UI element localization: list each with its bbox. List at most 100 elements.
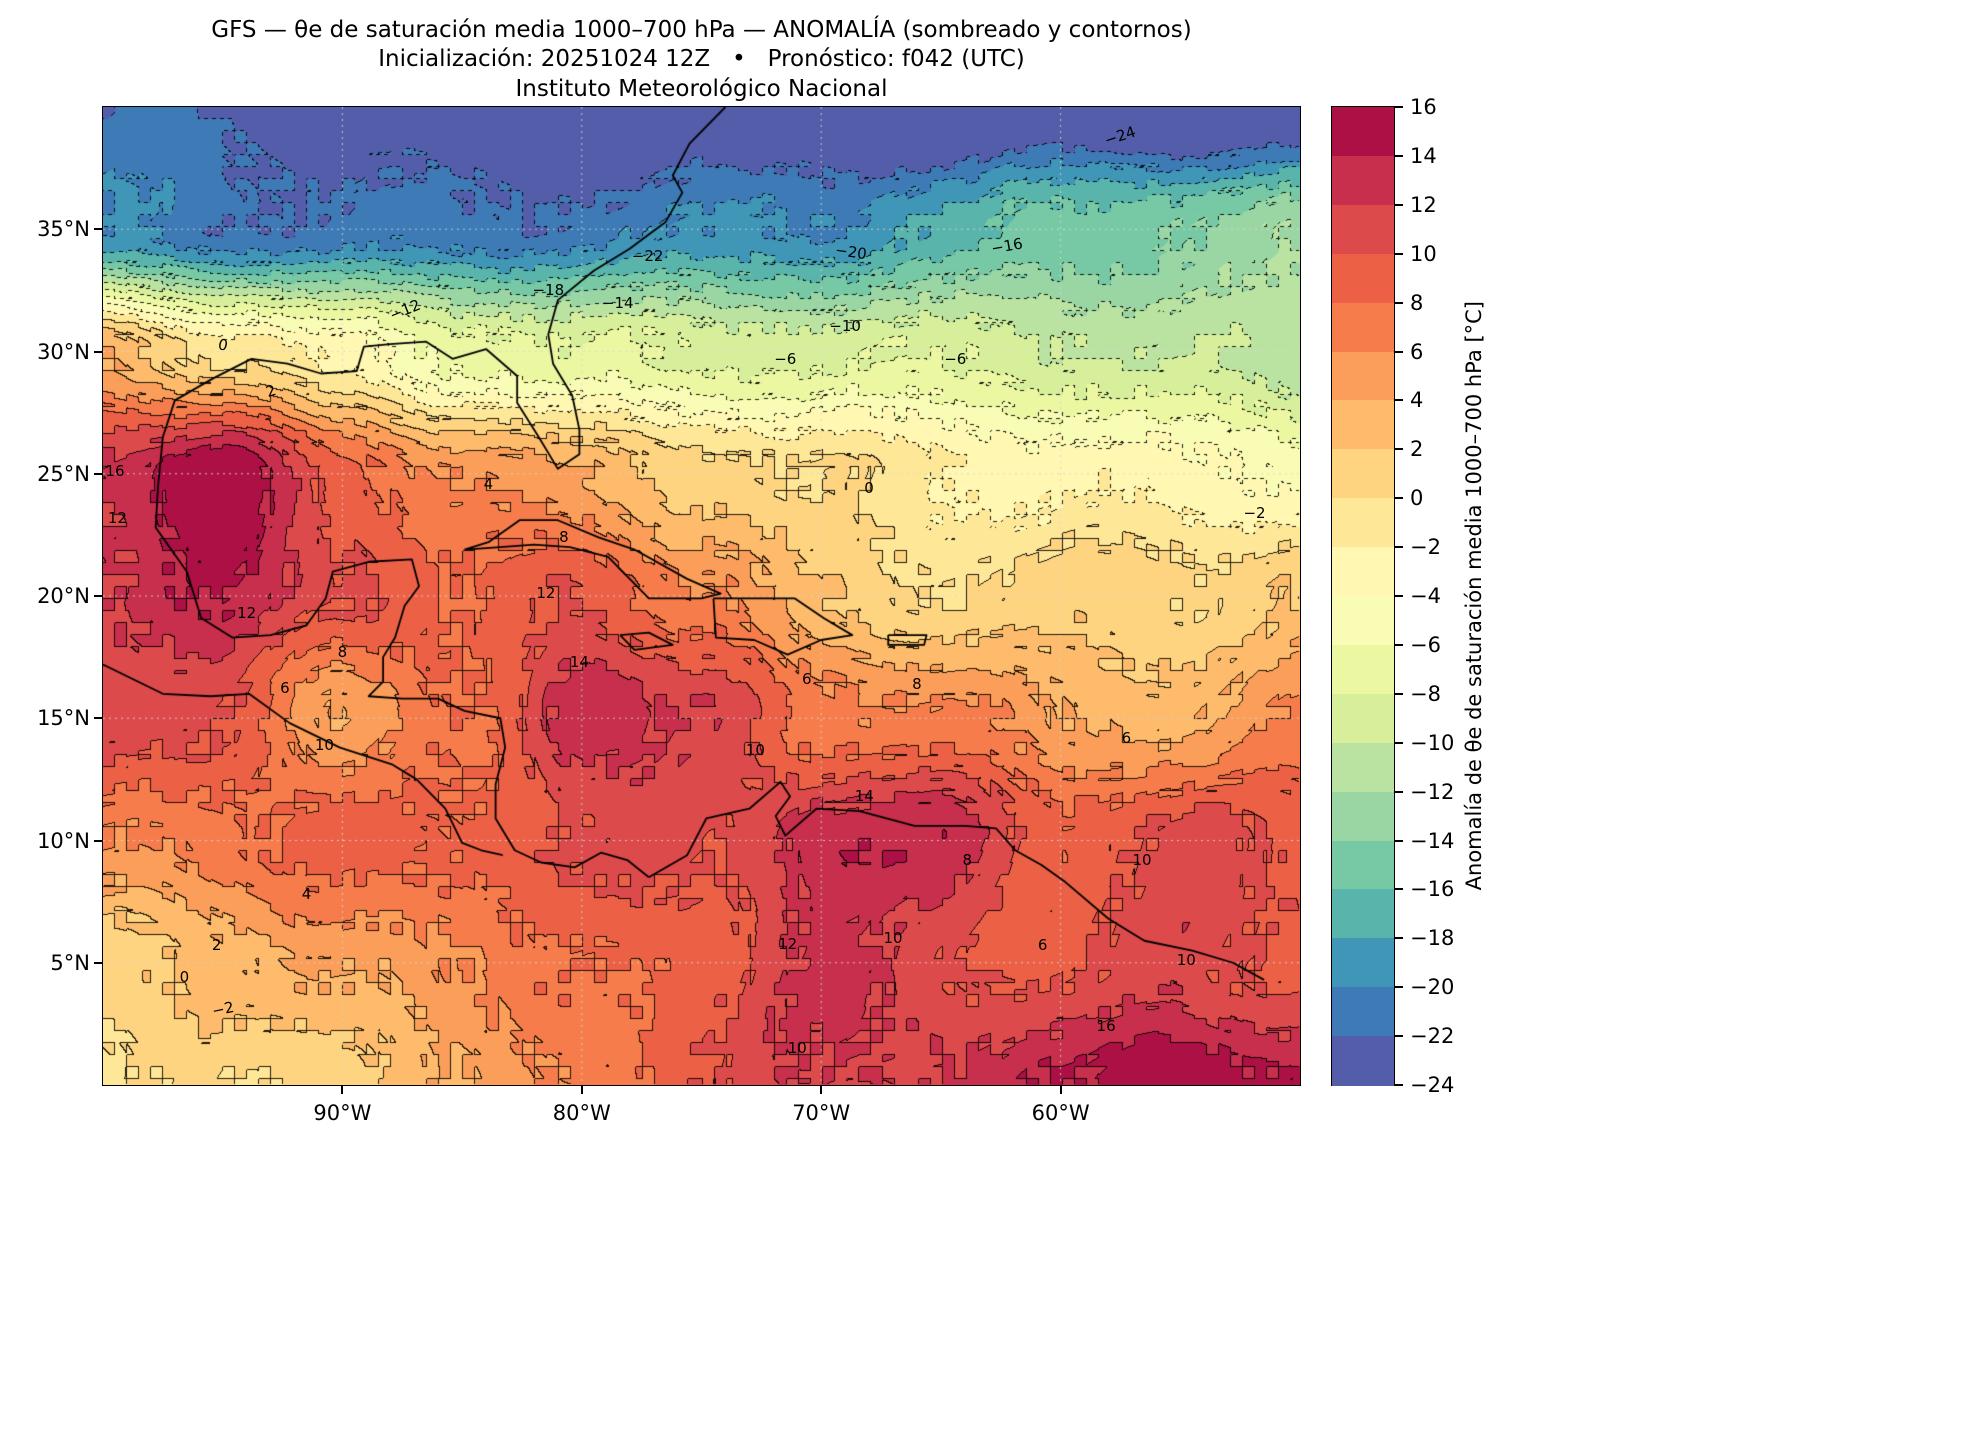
colorbar-segment — [1332, 791, 1394, 842]
colorbar-tick — [1394, 986, 1403, 989]
colorbar-tick-label: −24 — [1410, 1073, 1455, 1097]
colorbar-segment — [1332, 253, 1394, 304]
x-tick-label: 90°W — [313, 1101, 372, 1125]
contour-label: 0 — [864, 479, 874, 498]
contour-label: 8 — [559, 528, 569, 547]
colorbar-segment — [1332, 840, 1394, 890]
y-tick — [94, 595, 103, 597]
contour-label: 16 — [105, 461, 125, 480]
colorbar-segment — [1332, 938, 1394, 988]
colorbar-tick — [1394, 839, 1403, 842]
colorbar-tick — [1394, 497, 1403, 500]
contour-label: 6 — [1037, 936, 1048, 955]
y-tick-label: 20°N — [37, 584, 90, 608]
contour-label: 2 — [211, 936, 222, 955]
colorbar-tick — [1394, 546, 1403, 549]
contour-label: 10 — [314, 735, 334, 754]
x-tick-label: 70°W — [792, 1101, 851, 1125]
y-tick-label: 25°N — [37, 461, 90, 486]
x-tick-label: 80°W — [552, 1101, 611, 1125]
colorbar-segment — [1332, 1036, 1394, 1086]
contour-label: −6 — [774, 350, 797, 369]
contour-label: −6 — [944, 350, 967, 369]
contour-label: 10 — [787, 1038, 807, 1057]
contour-label: 0 — [179, 968, 190, 987]
colorbar-segment — [1332, 889, 1394, 939]
colorbar-tick-label: 8 — [1410, 290, 1424, 315]
contour-label: 14 — [569, 652, 589, 671]
colorbar-segment — [1332, 155, 1394, 206]
colorbar-segment — [1332, 204, 1394, 255]
contour-label: −14 — [601, 293, 634, 312]
chart-institution: Instituto Meteorológico Nacional — [515, 75, 888, 102]
colorbar-tick-label: 14 — [1410, 143, 1437, 168]
colorbar-segment — [1332, 400, 1394, 450]
contour-label: 8 — [337, 642, 348, 661]
colorbar-tick — [1394, 643, 1403, 646]
chart-subtitle: Inicialización: 20251024 12Z • Pronóstic… — [378, 46, 1025, 73]
colorbar-segment — [1332, 742, 1394, 793]
y-tick-label: 15°N — [37, 706, 90, 731]
colorbar-tick — [1394, 937, 1403, 940]
x-tick — [341, 1085, 344, 1094]
colorbar-tick — [1394, 301, 1403, 304]
colorbar-segment — [1332, 302, 1394, 353]
contour-label: 4 — [301, 885, 312, 904]
chart-header: GFS — θe de saturación media 1000–700 hP… — [103, 16, 1300, 104]
colorbar-tick-label: −22 — [1410, 1024, 1455, 1049]
colorbar-tick-label: 6 — [1410, 339, 1424, 364]
contour-label: 12 — [107, 508, 127, 527]
colorbar-segment — [1332, 693, 1394, 744]
contour-label: 10 — [883, 929, 903, 948]
contour-label: 4 — [483, 474, 494, 493]
colorbar-tick — [1394, 106, 1403, 108]
contour-label: 10 — [1132, 851, 1152, 870]
contour-label: −18 — [532, 280, 565, 299]
contour-label: −10 — [829, 317, 861, 336]
map-plot-area: −24 −22 −20 −16 −18 −14 −12 −10 −6 −6 0 2 4 0 −2 16 12 8 1… — [102, 106, 1301, 1086]
colorbar-tick — [1394, 252, 1403, 255]
contour-label: 6 — [802, 670, 812, 689]
colorbar-tick — [1394, 595, 1403, 597]
y-tick-label: 10°N — [37, 828, 90, 853]
contour-label: −22 — [631, 246, 664, 265]
colorbar-tick — [1394, 448, 1403, 451]
contour-label: 14 — [854, 787, 874, 806]
colorbar-tick-label: 16 — [1410, 95, 1437, 119]
colorbar-tick-label: −18 — [1410, 926, 1455, 951]
chart-title: GFS — θe de saturación media 1000–700 hP… — [211, 17, 1192, 43]
contour-label: 8 — [912, 675, 922, 694]
colorbar-tick — [1394, 399, 1403, 402]
y-tick — [94, 961, 103, 964]
y-tick-label: 35°N — [37, 217, 90, 242]
contour-label: −2 — [1243, 503, 1266, 522]
colorbar-tick-label: −12 — [1410, 779, 1455, 804]
colorbar-tick-label: −8 — [1410, 681, 1441, 706]
colorbar-tick — [1394, 692, 1403, 695]
contour-label: 6 — [1121, 728, 1132, 747]
colorbar-tick-label: −2 — [1410, 535, 1441, 560]
colorbar-segment — [1332, 644, 1394, 695]
contour-label: 6 — [280, 678, 290, 697]
contour-label: 12 — [237, 603, 257, 622]
colorbar-tick-label: 4 — [1410, 388, 1424, 413]
contour-label: 8 — [962, 851, 972, 870]
colorbar-tick — [1394, 1084, 1403, 1086]
colorbar-label: Anomalía de θe de saturación media 1000–… — [1462, 301, 1486, 891]
contour-label: −20 — [834, 240, 869, 263]
x-tick — [580, 1085, 583, 1094]
colorbar-tick-label: 12 — [1410, 192, 1437, 217]
contour-label: 16 — [1096, 1017, 1116, 1036]
y-tick — [94, 228, 103, 231]
colorbar-tick — [1394, 203, 1403, 206]
colorbar-tick — [1394, 1035, 1403, 1038]
colorbar-tick-label: −4 — [1410, 584, 1441, 608]
colorbar-label-wrap: Anomalía de θe de saturación media 1000–… — [1452, 107, 1496, 1085]
y-tick — [94, 350, 103, 353]
colorbar-tick — [1394, 888, 1403, 891]
colorbar-tick-label: −20 — [1410, 975, 1455, 1000]
colorbar-tick-label: −10 — [1410, 730, 1455, 755]
colorbar-segment — [1332, 351, 1394, 401]
contour-label: 12 — [778, 935, 798, 954]
